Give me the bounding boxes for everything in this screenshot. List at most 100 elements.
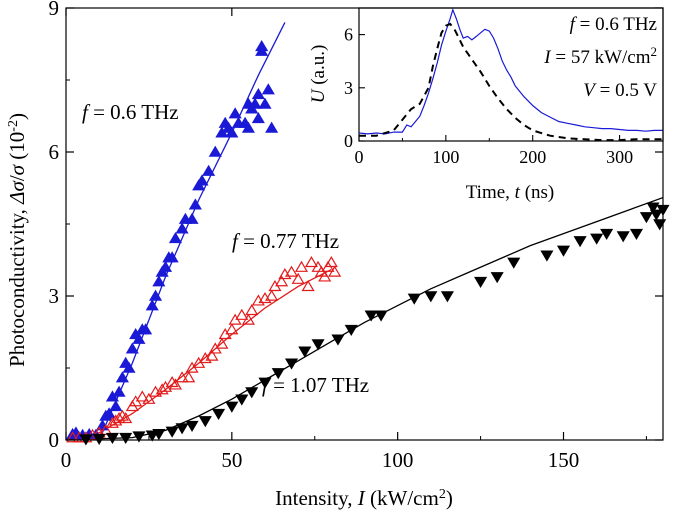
data-point-series-2 [440,291,454,303]
data-point-series-2 [212,408,226,421]
data-point-series-2 [424,291,438,303]
data-point-series-1 [304,255,318,268]
data-point-series-0 [175,222,189,234]
data-point-series-1 [215,337,229,349]
data-point-series-2 [119,432,133,445]
data-point-series-2 [331,334,345,346]
main-plot-frame [65,7,664,441]
data-point-series-2 [600,228,614,241]
data-point-series-0 [165,251,179,263]
data-point-series-0 [112,385,126,397]
y-tick-label: 6 [49,140,60,164]
data-point-series-1 [115,409,129,421]
data-point-series-1 [245,303,259,316]
data-point-series-0 [251,111,265,124]
data-point-series-1 [165,375,179,388]
data-point-series-0 [158,260,173,272]
inset-annotation-voltage: V = 0.5 V [583,80,657,101]
x-tick-label: 0 [61,448,72,472]
data-point-series-2 [175,423,189,435]
data-point-series-1 [265,289,279,301]
inset-y-tick-label: 0 [344,131,353,151]
inset-x-axis-label: Time, t (ns) [466,182,555,203]
inset-annotation-intensity: I = 57 kW/cm2 [543,44,657,69]
data-point-series-0 [139,323,153,335]
main-data-points [66,39,670,446]
data-point-series-0 [109,399,123,412]
data-point-series-1 [291,272,305,284]
data-point-series-0 [258,97,272,109]
data-point-series-0 [185,212,199,224]
data-point-series-2 [556,245,571,257]
inset-axes: 0 100 200 300 0 3 6 [344,25,633,167]
data-point-series-2 [225,401,239,413]
data-point-series-0 [248,97,262,109]
data-point-series-1 [168,378,182,390]
data-point-series-0 [149,289,163,301]
data-point-series-2 [271,368,285,380]
data-point-series-2 [649,209,663,221]
y-axis-label: Photoconductivity, Δσ/σ (10-2) [5,113,29,367]
data-point-series-2 [105,432,119,445]
data-point-series-2 [507,257,521,269]
data-point-series-2 [185,420,199,433]
inset-y-tick-label: 6 [344,25,353,45]
x-axis-label: Intensity, I (kW/cm2) [275,486,453,510]
data-point-series-2 [298,346,312,358]
data-point-series-1 [66,431,80,443]
data-point-series-1 [284,265,299,277]
data-point-series-2 [132,431,146,443]
inset-y-tick-label: 3 [344,78,353,98]
data-point-series-2 [198,416,212,428]
data-point-series-2 [92,433,106,445]
inset-y-axis-label: U (a.u.) [308,45,329,104]
data-point-series-2 [646,202,660,214]
data-point-series-2 [311,339,325,351]
data-point-series-1 [301,279,315,292]
data-point-series-0 [208,145,222,157]
data-point-series-1 [175,371,189,383]
y-tick-label: 3 [49,284,60,308]
fit-curve-series-0 [98,22,286,440]
data-point-series-0 [168,231,182,244]
data-point-series-2 [639,212,653,224]
data-point-series-2 [590,233,604,245]
data-point-series-0 [228,107,242,119]
data-point-series-0 [225,126,239,138]
inset-x-tick-label: 0 [355,147,364,167]
data-point-series-0 [132,332,146,344]
inset-x-tick-label: 200 [519,147,546,167]
data-point-series-1 [235,308,249,320]
data-point-series-1 [99,423,113,436]
inset-x-tick-label: 100 [432,147,459,167]
inset-trace-dashed [359,22,663,141]
fit-curve-series-1 [66,269,332,440]
data-point-series-1 [182,371,196,383]
data-point-series-2 [407,293,421,305]
main-axes: 0 50 100 150 0 3 6 9 [49,0,663,472]
x-tick-label: 100 [382,448,414,472]
data-point-series-0 [102,407,116,419]
data-point-series-0 [115,371,129,383]
data-point-series-0 [152,275,166,287]
data-point-series-2 [616,231,630,243]
inset-annotation-frequency: f = 0.6 THz [570,14,657,35]
inset-x-tick-label: 300 [606,147,633,167]
data-point-series-1 [241,313,255,325]
data-point-series-2 [629,228,644,241]
data-point-series-2 [344,324,358,337]
data-point-series-1 [328,265,342,277]
data-point-series-0 [122,361,136,373]
data-point-series-2 [165,426,179,438]
series-label-1-07-thz: f = 1.07 THz [262,373,369,397]
data-point-series-1 [275,275,289,287]
data-point-series-2 [245,387,259,399]
data-point-series-1 [155,383,169,395]
data-point-series-1 [294,260,309,272]
data-point-series-2 [474,276,488,289]
y-tick-label: 9 [49,0,60,20]
data-point-series-0 [255,39,269,52]
data-point-series-2 [374,310,388,322]
fit-curve-series-2 [66,196,663,440]
